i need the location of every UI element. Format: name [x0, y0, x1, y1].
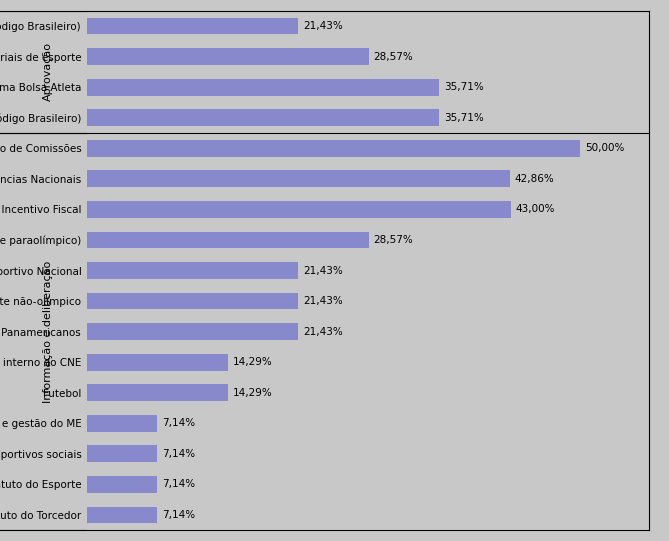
Bar [87, 506, 157, 523]
Text: Aprovação: Aprovação [43, 42, 53, 101]
Text: 35,71%: 35,71% [444, 113, 484, 123]
Text: 43,00%: 43,00% [516, 204, 555, 214]
Text: 35,71%: 35,71% [444, 82, 484, 92]
Bar [87, 415, 157, 432]
Bar [87, 262, 298, 279]
Bar [87, 476, 157, 493]
Text: 28,57%: 28,57% [373, 51, 413, 62]
Text: 14,29%: 14,29% [233, 388, 272, 398]
Bar [87, 170, 510, 187]
Text: Informação e deliberação: Informação e deliberação [43, 260, 53, 403]
Bar [87, 109, 439, 126]
Bar [87, 445, 157, 462]
Bar [87, 79, 439, 96]
Bar [87, 354, 228, 371]
Text: 14,29%: 14,29% [233, 357, 272, 367]
Bar [87, 384, 228, 401]
Text: 21,43%: 21,43% [303, 327, 343, 337]
Text: 7,14%: 7,14% [163, 510, 195, 520]
Text: 21,43%: 21,43% [303, 266, 343, 275]
Text: 7,14%: 7,14% [163, 418, 195, 428]
Text: 7,14%: 7,14% [163, 479, 195, 490]
Bar [87, 232, 369, 248]
Bar [87, 293, 298, 309]
Text: 21,43%: 21,43% [303, 296, 343, 306]
Bar [87, 323, 298, 340]
Bar [87, 140, 580, 157]
Text: 7,14%: 7,14% [163, 449, 195, 459]
Text: 50,00%: 50,00% [585, 143, 624, 153]
Text: 21,43%: 21,43% [303, 21, 343, 31]
Bar [87, 18, 298, 35]
Text: 42,86%: 42,86% [514, 174, 554, 184]
Text: 28,57%: 28,57% [373, 235, 413, 245]
Bar [87, 48, 369, 65]
Bar [87, 201, 511, 218]
